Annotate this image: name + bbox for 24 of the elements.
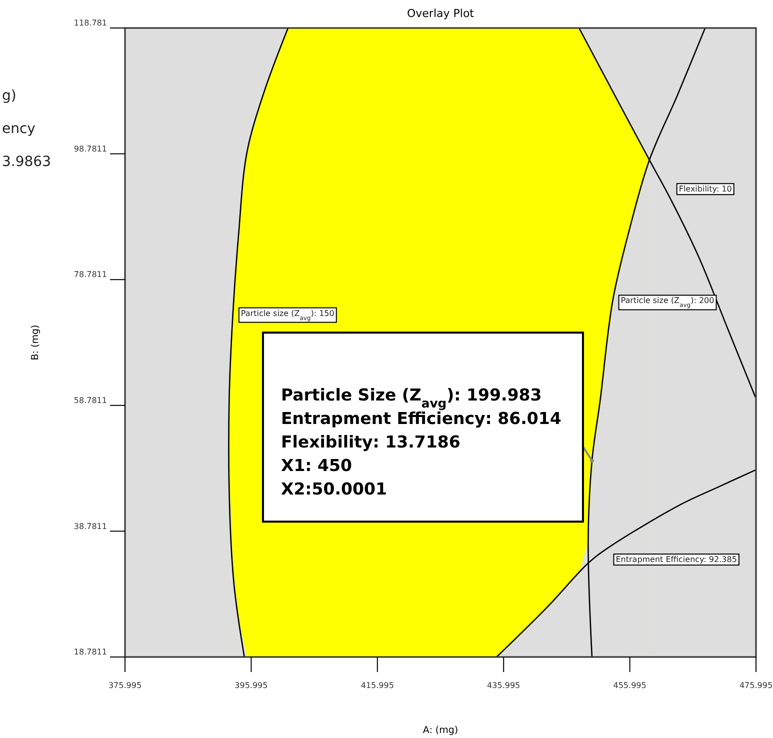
y-tick-label: 38.7811 (74, 522, 107, 531)
x-tick-label: 435.995 (487, 680, 520, 690)
x-tick-label: 415.995 (360, 680, 394, 690)
series-label: Particle size (Z$_{avg}$): 200 (620, 296, 714, 309)
y-tick-label: 118.781 (74, 18, 107, 28)
y-tick-label: 78.7811 (74, 270, 107, 280)
x-axis-title: A: (mg) (422, 725, 458, 736)
series-label: Particle size (Z$_{avg}$): 150 (240, 308, 334, 322)
annotation: Particle Size (Z$_{avg}$): 199.983 Entrapment Efficiency: 86.014 Flexibility: 13.7186 X1: 450 X2:50.0001 (280, 386, 562, 499)
y-tick-label: 18.7811 (74, 648, 107, 657)
y-tick-label: 58.7811 (74, 396, 107, 405)
text: g) (2, 88, 16, 104)
x-tick-label: 455.995 (613, 680, 646, 690)
callout: Particle Size (Z$_{avg}$): 199.983 Entrapment Efficiency: 86.014 Flexibility: 13.7186 X1: 450 X2:50.0001 (262, 332, 594, 523)
text: 3.9863 (2, 154, 51, 170)
series-label: Entrapment Efficiency: 92.385 (616, 555, 737, 564)
chart-title: Overlay Plot (407, 7, 475, 20)
x-tick-label: 375.995 (108, 680, 142, 690)
text: ency (2, 121, 36, 137)
y-axis-title: B: (mg) (30, 324, 41, 360)
series-label: Flexibility: 10 (678, 184, 732, 194)
y-tick-label: 98.7811 (74, 144, 107, 154)
x-tick-label: 475.995 (739, 680, 773, 690)
x-tick-label: 395.995 (234, 680, 268, 690)
